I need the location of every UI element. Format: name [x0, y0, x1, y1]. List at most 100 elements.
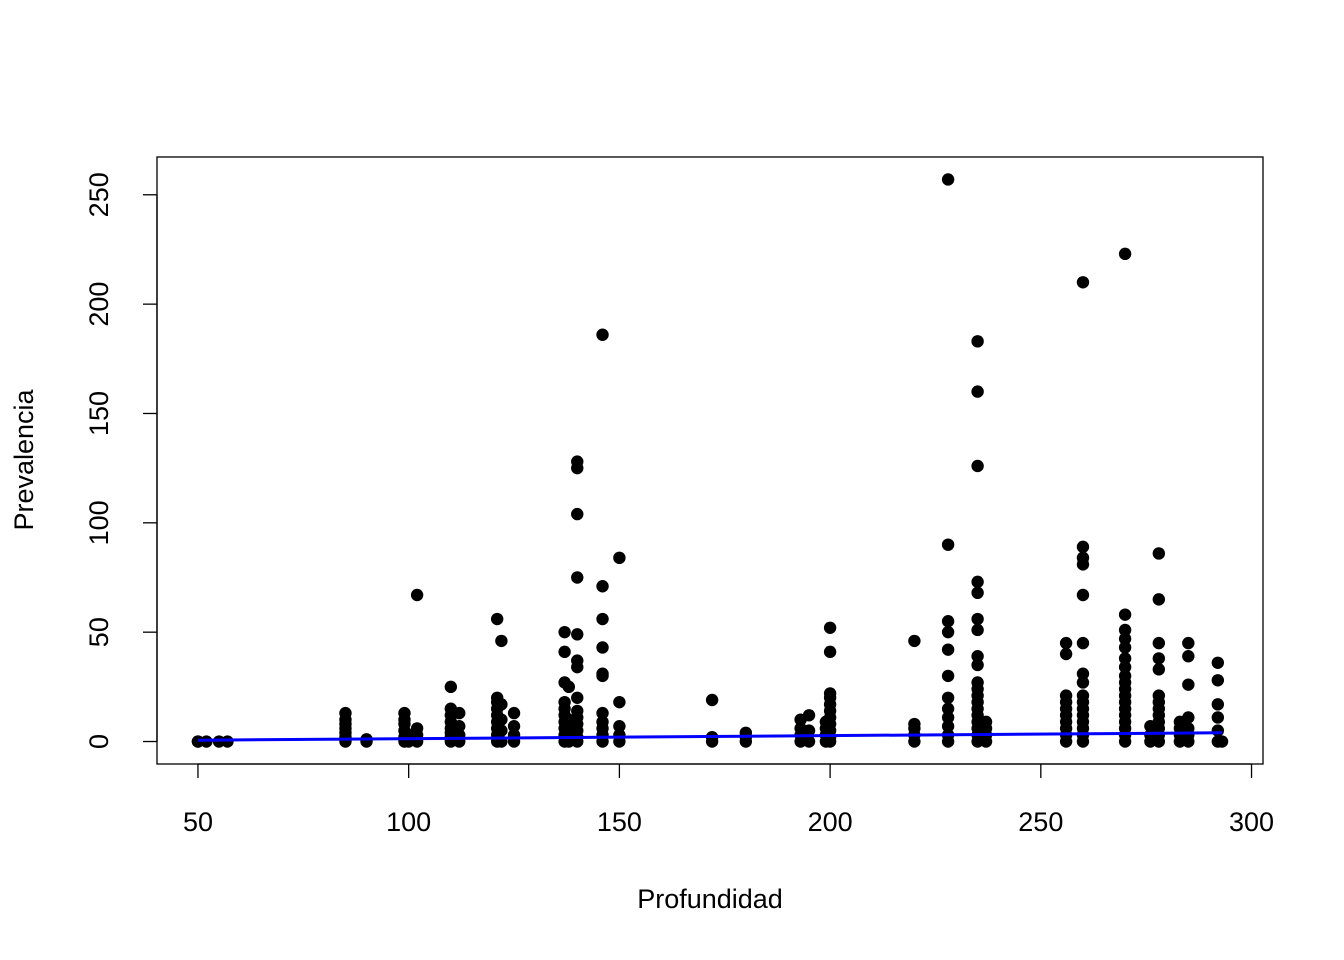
data-point — [571, 704, 584, 718]
data-point — [1118, 641, 1132, 654]
data-point — [221, 735, 234, 748]
data-point — [495, 724, 508, 737]
data-point — [908, 717, 921, 731]
data-point — [410, 588, 424, 602]
data-point — [339, 706, 352, 720]
data-point — [1076, 667, 1090, 680]
x-tick-label: 300 — [1229, 807, 1274, 837]
data-point — [444, 680, 458, 694]
data-point — [1152, 689, 1166, 702]
data-point — [1211, 724, 1225, 737]
x-tick-label: 50 — [183, 807, 213, 837]
data-point — [1152, 593, 1166, 606]
data-point — [1118, 660, 1132, 674]
data-point — [971, 612, 984, 626]
data-point — [613, 551, 626, 565]
data-point — [1182, 636, 1195, 650]
data-point — [1211, 711, 1225, 724]
data-point — [1152, 652, 1166, 665]
data-point — [971, 650, 984, 663]
data-point — [1118, 608, 1132, 621]
data-point — [1215, 735, 1229, 748]
data-point — [490, 612, 504, 626]
data-point — [1152, 636, 1166, 650]
data-point — [971, 385, 984, 398]
data-point — [558, 695, 571, 709]
data-point — [971, 459, 984, 473]
data-point — [1211, 656, 1225, 669]
data-point — [971, 658, 984, 672]
data-point — [823, 687, 837, 700]
y-tick-label: 150 — [84, 391, 114, 436]
data-point — [571, 507, 584, 521]
data-point — [979, 715, 993, 729]
data-point — [1076, 551, 1090, 565]
data-point — [453, 706, 466, 720]
data-point — [941, 643, 955, 656]
x-tick-label: 250 — [1018, 807, 1063, 837]
data-point — [823, 645, 837, 659]
data-point — [941, 702, 955, 715]
data-point — [1182, 650, 1195, 663]
data-point — [1152, 547, 1166, 560]
data-point — [1182, 678, 1195, 691]
y-tick-label: 250 — [84, 172, 114, 217]
data-point — [941, 538, 955, 551]
data-point — [410, 722, 424, 735]
data-point — [596, 706, 609, 720]
data-point — [1118, 247, 1132, 261]
data-point — [453, 720, 466, 733]
data-point — [1118, 632, 1132, 645]
data-point — [571, 654, 584, 667]
data-point — [802, 724, 816, 737]
data-point — [802, 735, 816, 748]
data-point — [1118, 623, 1132, 637]
data-point — [971, 623, 984, 637]
data-point — [1211, 698, 1225, 711]
data-point — [941, 720, 955, 733]
data-point — [941, 173, 955, 186]
data-point — [1076, 588, 1090, 602]
x-axis-label: Profundidad — [637, 884, 783, 914]
data-point — [596, 328, 609, 341]
data-point — [562, 680, 576, 694]
data-point — [941, 669, 955, 683]
data-point — [908, 634, 921, 648]
data-point — [1152, 663, 1166, 676]
data-point — [1182, 711, 1195, 724]
data-point — [613, 720, 626, 733]
data-point — [558, 645, 571, 659]
data-point — [571, 455, 584, 468]
data-point — [596, 715, 609, 729]
data-point — [558, 625, 571, 639]
data-point — [613, 695, 626, 709]
plot-frame — [156, 156, 1264, 765]
data-point — [571, 571, 584, 584]
y-tick-label: 200 — [84, 282, 114, 327]
data-point — [1118, 652, 1132, 665]
y-axis-label: Prevalencia — [9, 388, 39, 530]
data-point — [507, 720, 521, 733]
data-point — [971, 575, 984, 589]
data-point — [596, 667, 609, 680]
data-point — [1059, 636, 1073, 650]
data-point — [1076, 540, 1090, 554]
data-point — [1211, 674, 1225, 687]
data-point — [1118, 669, 1132, 683]
y-tick-label: 0 — [84, 734, 114, 749]
data-point — [596, 641, 609, 654]
data-point — [507, 706, 521, 720]
data-point — [971, 335, 984, 348]
data-point — [596, 612, 609, 626]
x-tick-label: 100 — [386, 807, 431, 837]
trend-line — [197, 731, 1223, 742]
data-point — [1059, 689, 1073, 702]
data-point — [571, 628, 584, 641]
data-point — [596, 580, 609, 593]
data-point — [802, 709, 816, 722]
data-point — [1076, 276, 1090, 289]
data-point — [1076, 676, 1090, 689]
y-tick-label: 100 — [84, 500, 114, 545]
data-point — [495, 713, 508, 726]
